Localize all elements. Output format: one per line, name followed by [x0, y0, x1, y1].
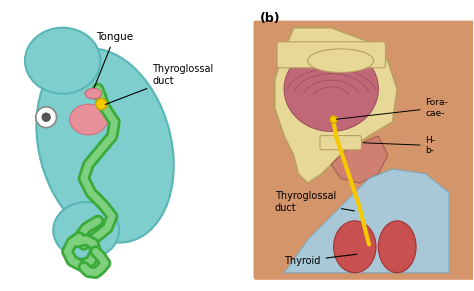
Text: (b): (b): [260, 12, 280, 25]
Ellipse shape: [36, 48, 174, 243]
Polygon shape: [284, 169, 449, 273]
Text: Thyroglossal
duct: Thyroglossal duct: [275, 191, 355, 213]
Text: Thyroid: Thyroid: [284, 254, 357, 266]
Ellipse shape: [378, 221, 416, 273]
Ellipse shape: [85, 88, 101, 99]
Circle shape: [96, 98, 107, 110]
Polygon shape: [331, 136, 388, 183]
FancyBboxPatch shape: [277, 42, 385, 68]
Polygon shape: [275, 28, 397, 183]
FancyBboxPatch shape: [320, 136, 361, 150]
Text: Thyroglossal
duct: Thyroglossal duct: [105, 64, 213, 104]
Circle shape: [330, 116, 337, 123]
Text: Fora-
cae-: Fora- cae-: [337, 98, 448, 119]
FancyBboxPatch shape: [254, 21, 474, 280]
Ellipse shape: [308, 49, 374, 72]
Text: Tongue: Tongue: [94, 32, 133, 87]
Ellipse shape: [334, 221, 376, 273]
Ellipse shape: [70, 104, 108, 135]
Ellipse shape: [53, 202, 119, 259]
Circle shape: [36, 107, 56, 127]
Text: H-
b-: H- b-: [363, 136, 436, 155]
Ellipse shape: [284, 47, 378, 131]
Ellipse shape: [25, 28, 100, 94]
Circle shape: [41, 113, 51, 122]
